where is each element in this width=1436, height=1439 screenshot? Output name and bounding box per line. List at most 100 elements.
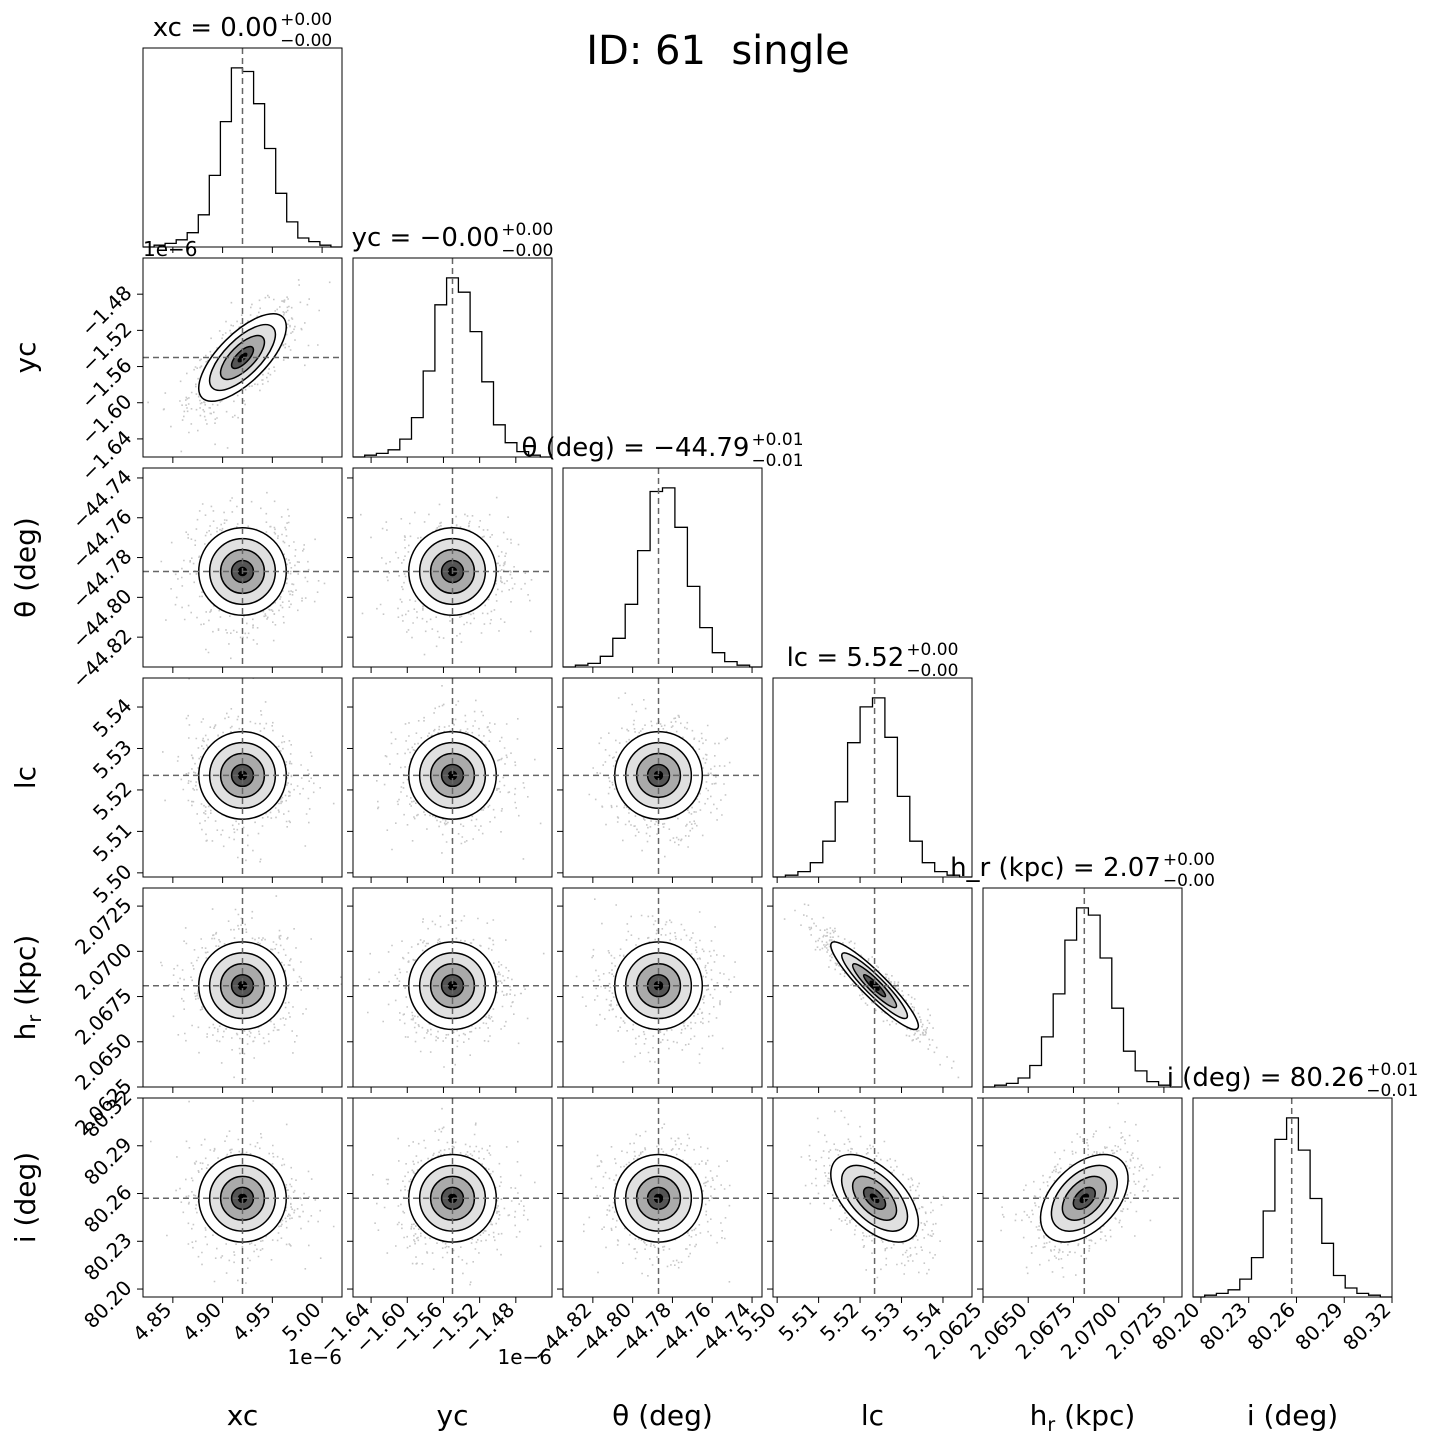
title-plus: +0.01 <box>751 430 803 450</box>
y-axis-label: i (deg) <box>9 1152 42 1243</box>
density-area <box>372 1107 542 1286</box>
y-tick-label: 5.52 <box>88 777 136 825</box>
panel-frame <box>142 677 343 878</box>
x-tick-label: 5.52 <box>815 1298 863 1346</box>
histogram-step <box>773 697 972 878</box>
density-area <box>147 279 331 453</box>
panel-frame <box>142 887 343 1088</box>
sample-points <box>360 496 533 656</box>
panel-frame <box>1192 1097 1393 1298</box>
x-axis-label: i (deg) <box>1247 1399 1338 1432</box>
density-area <box>360 496 533 656</box>
y-tick-label: 80.20 <box>79 1276 136 1333</box>
label-rest: (kpc) <box>1055 1399 1135 1432</box>
contour-level <box>447 980 458 991</box>
hist-panel-5: i (deg) = 80.26 +0.01−0.0180.2080.2380.26… <box>1147 1060 1418 1432</box>
density-area <box>800 1110 945 1279</box>
y-tick-label: 5.53 <box>88 735 136 783</box>
x-tick-label: 80.23 <box>1195 1298 1252 1355</box>
title-plus: +0.00 <box>1163 850 1215 870</box>
panel-frame <box>562 677 763 878</box>
y-axis-label: lc <box>9 766 42 789</box>
figure-title: ID: 61 single <box>586 28 850 74</box>
y-offset-text: 1e−6 <box>143 237 198 261</box>
panel-frame <box>142 1097 343 1298</box>
density-area <box>160 491 326 660</box>
density-area <box>575 898 736 1064</box>
panel-frame <box>562 887 763 1088</box>
title-minus: −0.00 <box>1163 871 1215 891</box>
density-area <box>588 692 731 858</box>
x-tick-label: 5.51 <box>774 1298 822 1346</box>
histogram-step <box>983 907 1182 1088</box>
scatter-panel-5-2: −44.82−44.80−44.78−44.76−44.74θ (deg) <box>527 1097 763 1432</box>
x-axis-label: lc <box>861 1399 884 1432</box>
title-minus: −0.00 <box>280 31 332 51</box>
hist-panel-3: lc = 5.52 +0.00−0.00 <box>772 640 973 883</box>
hist-panel-0: xc = 0.00 +0.00−0.00 <box>142 10 343 253</box>
scatter-panel-4-3 <box>767 887 973 1093</box>
contour-level <box>237 980 248 991</box>
panel-frame <box>142 47 343 248</box>
panel-frame <box>562 1097 763 1298</box>
density-area <box>162 678 335 863</box>
panel-frame <box>352 257 553 458</box>
density-area <box>367 915 545 1068</box>
label-sub: r <box>24 1015 46 1023</box>
y-axis-label: θ (deg) <box>9 517 42 618</box>
contour-level <box>237 770 248 781</box>
y-tick-label: 5.51 <box>88 818 136 866</box>
y-tick-label: 80.23 <box>79 1228 136 1285</box>
x-offset-text: 1e−6 <box>497 1345 552 1369</box>
panel-frame <box>772 677 973 878</box>
density-area <box>783 903 960 1079</box>
sample-points <box>376 685 542 860</box>
hist-panel-1: yc = −0.00 +0.00−0.00 <box>352 220 553 463</box>
title-plus: +0.00 <box>906 640 958 660</box>
panel-frame <box>352 887 553 1088</box>
sample-points <box>372 1107 542 1286</box>
panel-frame <box>142 467 343 668</box>
title-minus: −0.01 <box>751 451 803 471</box>
x-tick-label: 80.32 <box>1338 1298 1395 1355</box>
density-area <box>160 895 342 1080</box>
panel-frame <box>982 887 1183 1088</box>
sample-points <box>575 898 736 1064</box>
histogram-step <box>1193 1117 1392 1298</box>
title-plus: +0.00 <box>501 220 553 240</box>
contour-level <box>447 770 458 781</box>
contour-level <box>237 352 248 363</box>
panel-frame <box>352 1097 553 1298</box>
x-tick-label: 4.95 <box>227 1298 275 1346</box>
histogram-step <box>353 277 552 458</box>
x-tick-label: 4.90 <box>178 1298 226 1346</box>
title-plus: +0.01 <box>1366 1060 1418 1080</box>
panel-frame <box>142 257 343 458</box>
scatter-panel-5-0: 4.85 4.90 4.95 5.0080.2080.2380.2680.2980.3… <box>9 1085 343 1432</box>
scatter-panel-3-2 <box>557 677 763 883</box>
histogram-step <box>563 487 762 668</box>
hist-panel-2: θ (deg) = −44.79 +0.01−0.01 <box>521 430 804 673</box>
title-minus: −0.00 <box>501 241 553 261</box>
x-axis-label: hr (kpc) <box>1030 1399 1136 1436</box>
hist-panel-4: h_r (kpc) = 2.07 +0.00−0.00 <box>950 850 1215 1093</box>
panel-frame <box>772 887 973 1088</box>
panel-frame <box>772 1097 973 1298</box>
title-plus: +0.00 <box>280 10 332 30</box>
x-tick-label: 5.53 <box>857 1298 905 1346</box>
y-axis-label: hr (kpc) <box>9 935 46 1041</box>
panel-frame <box>982 1097 1183 1298</box>
scatter-panel-2-0: −44.82−44.80−44.78−44.76−44.74θ (deg) <box>9 465 343 693</box>
density-area <box>376 685 542 860</box>
scatter-panel-2-1 <box>347 467 553 673</box>
y-tick-label: 5.54 <box>88 694 136 742</box>
panel-frame <box>562 467 763 668</box>
x-tick-label: 80.29 <box>1290 1298 1347 1355</box>
title-minus: −0.01 <box>1366 1081 1418 1101</box>
